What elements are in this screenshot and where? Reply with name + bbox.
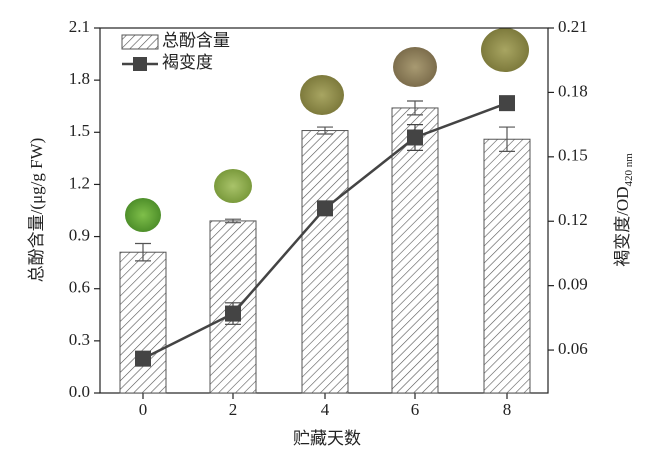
x-tick-label: 6	[411, 400, 420, 419]
y-tick-label: 1.2	[69, 173, 90, 192]
x-tick-label: 2	[229, 400, 238, 419]
y2-tick-label: 0.21	[558, 17, 588, 36]
y-tick-label: 1.8	[69, 69, 90, 88]
error-bar	[317, 126, 333, 135]
y-tick-label: 0.6	[69, 278, 90, 297]
y2-tick-label: 0.15	[558, 146, 588, 165]
y2-axis-label-main: 褐变度/OD	[613, 187, 632, 267]
bar	[119, 251, 167, 394]
marker	[499, 95, 515, 112]
fruit-photo	[300, 75, 344, 115]
x-tick-label: 4	[321, 400, 330, 419]
error-bar	[407, 100, 423, 116]
y-tick-label: 2.1	[69, 17, 90, 36]
error-bar	[225, 218, 241, 224]
legend-label: 褐变度	[162, 53, 213, 72]
y2-tick-label: 0.12	[558, 210, 588, 229]
bar	[483, 138, 531, 394]
x-axis-label: 贮藏天数	[293, 429, 361, 448]
marker	[407, 129, 423, 146]
marker	[225, 305, 241, 322]
y-tick-label: 0.3	[69, 330, 90, 349]
legend-label: 总酚含量	[162, 31, 230, 50]
fruit-photo	[481, 28, 529, 72]
y-axis-label: 总酚含量/(μg/g FW)	[27, 138, 46, 283]
fruit-photos	[125, 28, 529, 232]
y-tick-label: 0.0	[69, 382, 90, 401]
y-tick-label: 0.9	[69, 225, 90, 244]
marker	[135, 350, 151, 367]
x-tick-label: 0	[139, 400, 148, 419]
error-bar	[499, 126, 515, 153]
y-tick-label: 1.5	[69, 121, 90, 140]
legend-swatch	[121, 34, 159, 50]
fruit-photo	[393, 47, 437, 87]
y2-tick-label: 0.06	[558, 339, 588, 358]
marker	[317, 200, 333, 217]
fruit-photo	[125, 198, 161, 232]
y2-axis-label-subscript: 420 nm	[623, 153, 635, 187]
legend-swatch	[133, 57, 147, 71]
y2-axis-label: 褐变度/OD420 nm	[613, 153, 635, 267]
y2-tick-label: 0.09	[558, 275, 588, 294]
error-bar	[135, 242, 151, 262]
y2-tick-label: 0.18	[558, 81, 588, 100]
fruit-photo	[214, 169, 252, 203]
bar	[301, 130, 349, 394]
x-tick-label: 8	[503, 400, 512, 419]
